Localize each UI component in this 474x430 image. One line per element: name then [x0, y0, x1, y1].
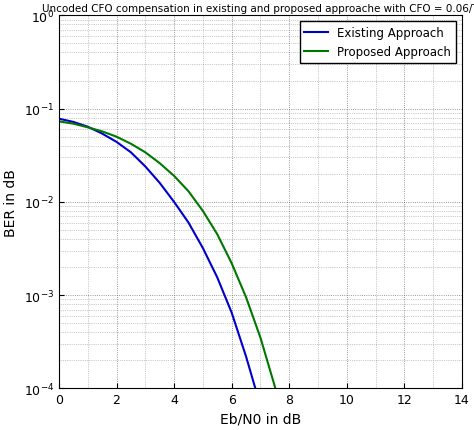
Proposed Approach: [128, 142, 134, 147]
Existing Approach: [214, 275, 220, 280]
X-axis label: Eb/N0 in dB: Eb/N0 in dB: [220, 412, 301, 426]
Proposed Approach: [243, 295, 249, 300]
Proposed Approach: [56, 120, 62, 125]
Proposed Approach: [143, 150, 148, 156]
Existing Approach: [56, 117, 62, 122]
Proposed Approach: [171, 174, 177, 179]
Existing Approach: [171, 200, 177, 205]
Existing Approach: [71, 120, 76, 125]
Existing Approach: [257, 403, 263, 408]
Proposed Approach: [157, 161, 163, 166]
Existing Approach: [143, 164, 148, 169]
Existing Approach: [200, 246, 206, 251]
Existing Approach: [229, 310, 235, 316]
Y-axis label: BER in dB: BER in dB: [4, 169, 18, 236]
Proposed Approach: [186, 189, 191, 194]
Existing Approach: [186, 221, 191, 226]
Existing Approach: [99, 132, 105, 137]
Existing Approach: [114, 140, 119, 145]
Proposed Approach: [214, 232, 220, 237]
Proposed Approach: [272, 384, 278, 389]
Proposed Approach: [85, 126, 91, 131]
Existing Approach: [85, 125, 91, 130]
Existing Approach: [128, 150, 134, 156]
Proposed Approach: [114, 135, 119, 140]
Proposed Approach: [200, 209, 206, 214]
Line: Existing Approach: Existing Approach: [59, 120, 292, 430]
Proposed Approach: [99, 129, 105, 135]
Line: Proposed Approach: Proposed Approach: [59, 122, 332, 430]
Legend: Existing Approach, Proposed Approach: Existing Approach, Proposed Approach: [300, 22, 456, 64]
Proposed Approach: [257, 335, 263, 341]
Title: Uncoded CFO compensation in existing and proposed approache with CFO = 0.06/T: Uncoded CFO compensation in existing and…: [42, 4, 474, 14]
Existing Approach: [157, 181, 163, 186]
Existing Approach: [243, 354, 249, 359]
Proposed Approach: [229, 261, 235, 266]
Proposed Approach: [71, 122, 76, 127]
